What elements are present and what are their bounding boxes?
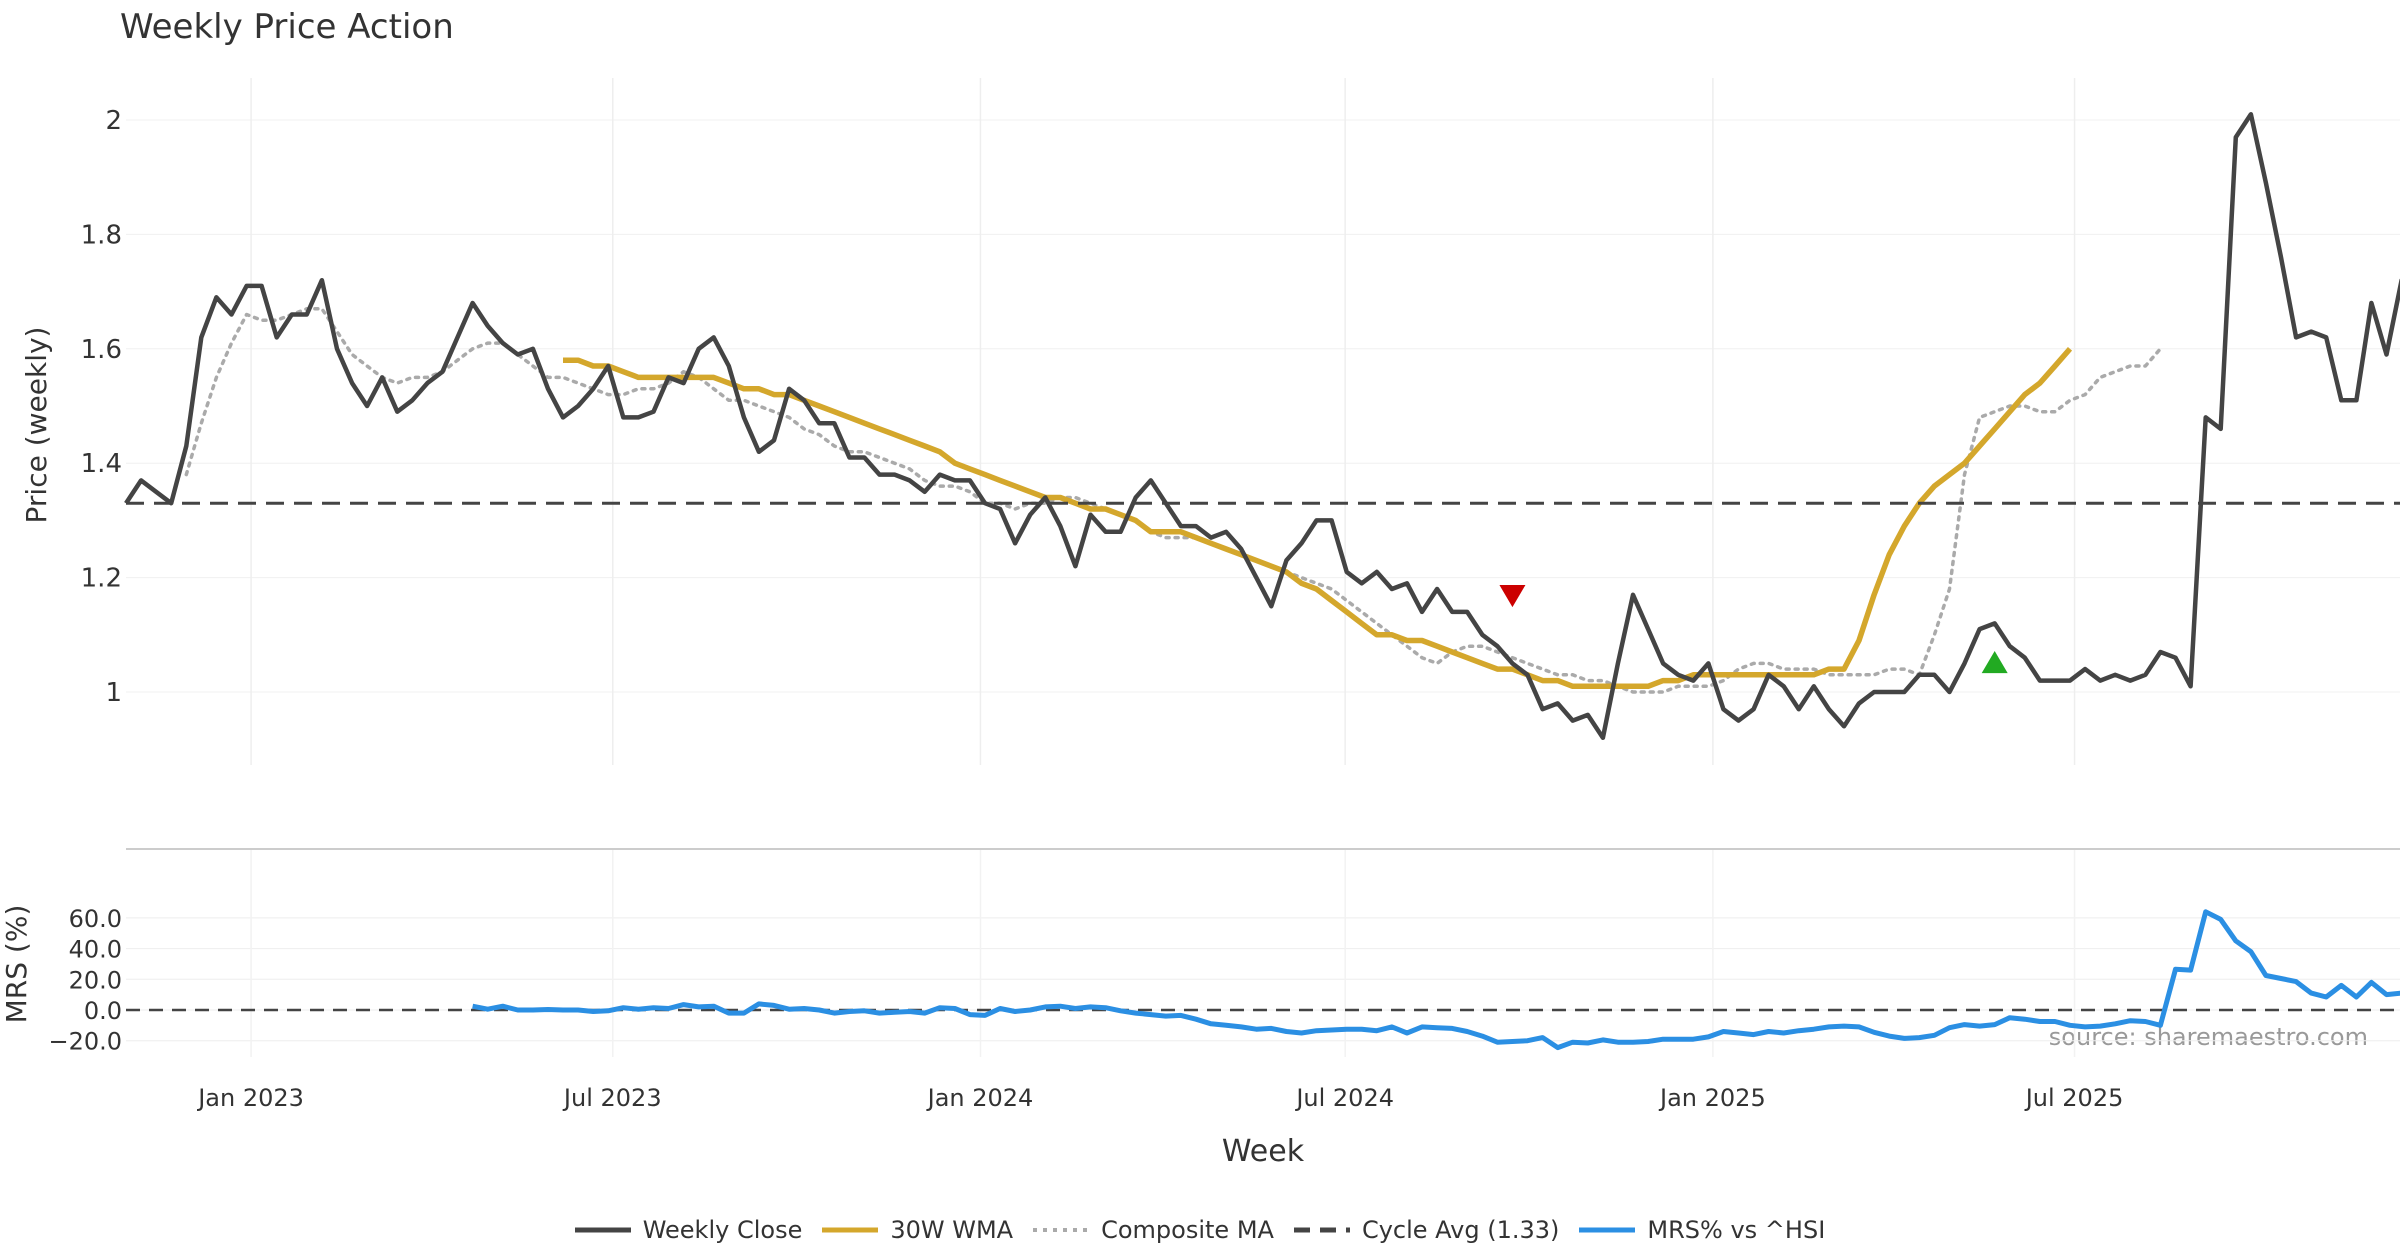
mrs-line <box>472 909 2400 1051</box>
mrs-y-tick-label: 0.0 <box>84 997 122 1025</box>
legend-item: MRS% vs ^HSI <box>1579 1216 1825 1244</box>
x-tick-label: Jan 2023 <box>196 1084 304 1112</box>
chart-svg: Weekly Price Action Price (weekly) MRS (… <box>0 7 2400 1169</box>
x-tick-label: Jan 2025 <box>1658 1084 1766 1112</box>
sell-signal-marker <box>1499 585 1526 608</box>
x-axis-label: Week <box>1222 1134 1305 1169</box>
legend-swatch <box>1579 1227 1636 1233</box>
mrs-y-axis-label: MRS (%) <box>0 905 33 1024</box>
legend-label: MRS% vs ^HSI <box>1647 1216 1826 1244</box>
legend-swatch <box>574 1227 631 1233</box>
price-y-tick-label: 1.6 <box>81 335 122 365</box>
price-y-tick-label: 1.4 <box>81 449 122 479</box>
buy-signal-marker <box>1981 651 2008 674</box>
x-tick-label: Jan 2024 <box>926 1084 1034 1112</box>
price-y-ticks: 1 1.2 1.4 1.6 1.8 2 <box>81 106 122 708</box>
price-y-axis-label: Price (weekly) <box>20 327 53 524</box>
30w-wma-line <box>563 346 2073 690</box>
price-y-tick-label: 1 <box>105 678 122 708</box>
signal-markers <box>1499 585 2008 674</box>
legend-swatch <box>822 1227 879 1233</box>
legend-swatch <box>1033 1228 1090 1232</box>
x-tick-label: Jul 2025 <box>2024 1084 2124 1112</box>
price-grid <box>126 78 2400 765</box>
legend-item: Weekly Close <box>574 1216 803 1244</box>
legend-label: 30W WMA <box>890 1216 1014 1244</box>
price-y-tick-label: 1.2 <box>81 564 122 594</box>
price-series-group <box>124 112 2400 741</box>
legend-item: Composite MA <box>1033 1216 1274 1244</box>
legend-label: Cycle Avg (1.33) <box>1361 1216 1560 1244</box>
mrs-y-tick-label: 20.0 <box>69 966 122 994</box>
mrs-series-group <box>126 909 2400 1051</box>
price-y-tick-label: 1.8 <box>81 220 122 250</box>
mrs-y-tick-label: 60.0 <box>69 905 122 933</box>
legend-swatch <box>1293 1227 1350 1233</box>
chart-title: Weekly Price Action <box>120 7 454 47</box>
legend-item: 30W WMA <box>822 1216 1013 1244</box>
composite-ma-line <box>184 307 2163 694</box>
price-y-tick-label: 2 <box>105 106 122 136</box>
mrs-y-ticks: 60.0 40.020.0 0.0 −20.0 <box>48 905 122 1056</box>
legend-item: Cycle Avg (1.33) <box>1293 1216 1560 1244</box>
x-ticks: Jan 2023 Jul 2023 Jan 2024 Jul 2024 Jan 2025… <box>196 1084 2123 1112</box>
legend-label: Composite MA <box>1101 1216 1274 1244</box>
mrs-y-tick-label: −20.0 <box>48 1028 122 1056</box>
legend: Weekly Close 30W WMA Composite MA Cycle Avg… <box>0 1210 2400 1250</box>
x-tick-label: Jul 2024 <box>1294 1084 1394 1112</box>
mrs-y-tick-label: 40.0 <box>69 936 122 964</box>
legend-label: Weekly Close <box>642 1216 803 1244</box>
weekly-close-line <box>124 112 2400 741</box>
x-tick-label: Jul 2023 <box>562 1084 662 1112</box>
